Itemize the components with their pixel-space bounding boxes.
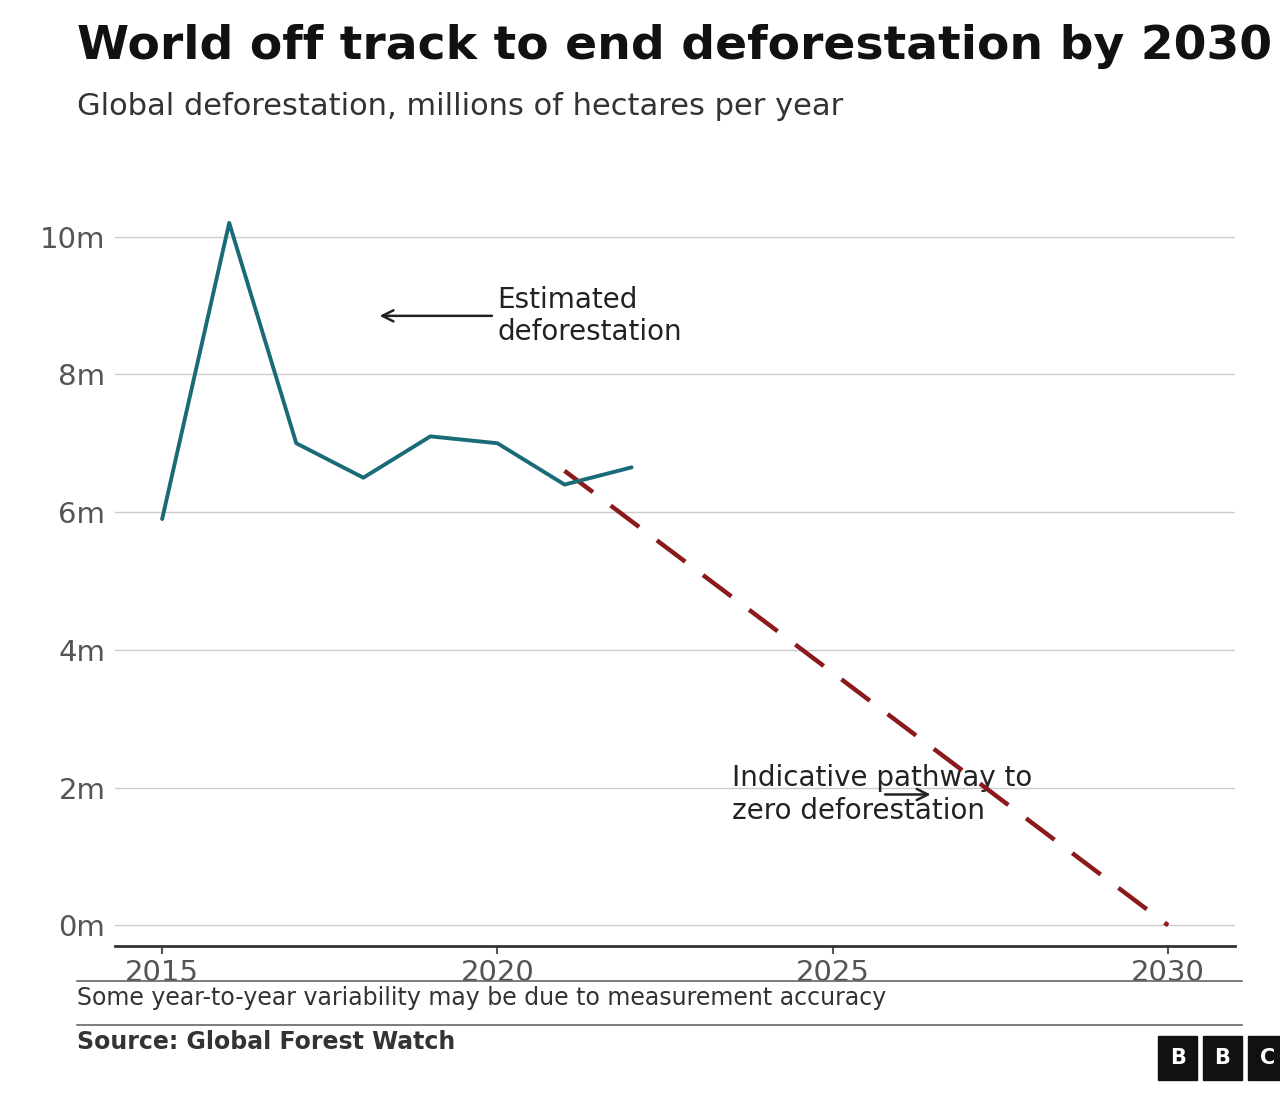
Text: World off track to end deforestation by 2030: World off track to end deforestation by … xyxy=(77,24,1272,69)
Text: Source: Global Forest Watch: Source: Global Forest Watch xyxy=(77,1030,456,1054)
Text: C: C xyxy=(1260,1048,1275,1068)
Text: Indicative pathway to
zero deforestation: Indicative pathway to zero deforestation xyxy=(732,764,1033,825)
Text: B: B xyxy=(1215,1048,1230,1068)
Text: Global deforestation, millions of hectares per year: Global deforestation, millions of hectar… xyxy=(77,92,844,121)
Text: Some year-to-year variability may be due to measurement accuracy: Some year-to-year variability may be due… xyxy=(77,986,886,1010)
Text: Estimated
deforestation: Estimated deforestation xyxy=(383,286,682,346)
Text: B: B xyxy=(1170,1048,1185,1068)
